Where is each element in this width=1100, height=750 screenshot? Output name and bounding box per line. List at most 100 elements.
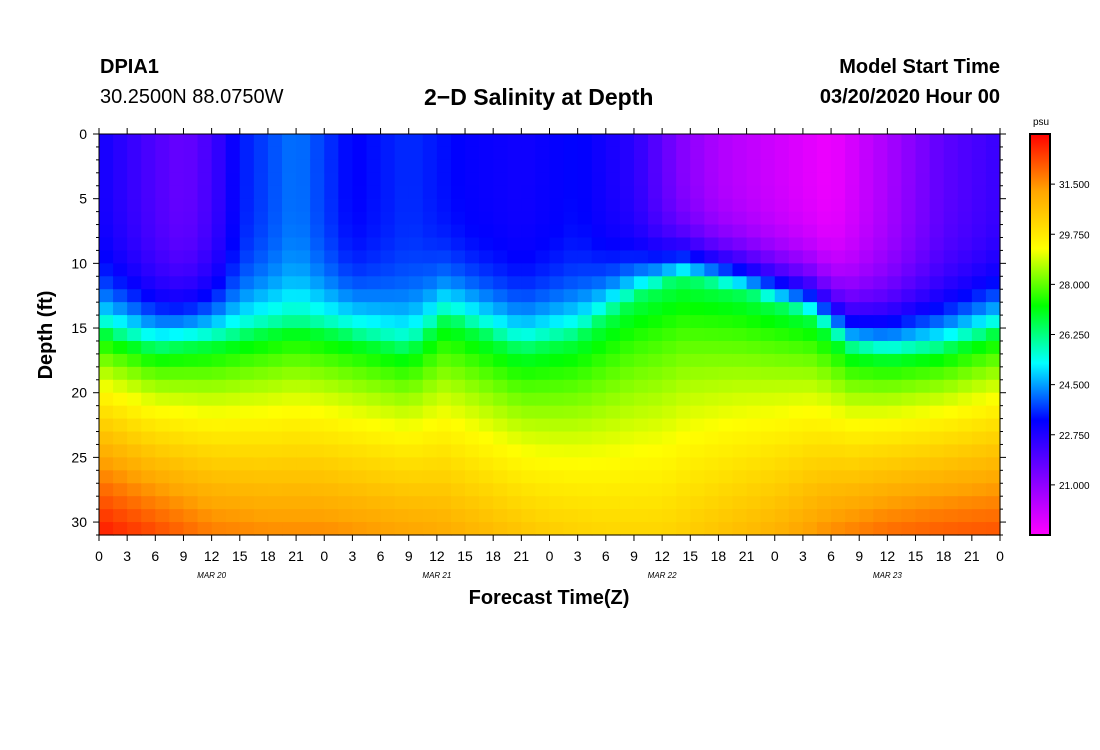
heatmap-cell (436, 224, 452, 239)
heatmap-cell (591, 134, 607, 148)
heatmap-cell (563, 134, 579, 148)
heatmap-cell (845, 237, 860, 252)
heatmap-cell (352, 172, 368, 187)
heatmap-cell (760, 353, 776, 368)
heatmap-cell (662, 366, 677, 381)
heatmap-cell (676, 185, 691, 200)
heatmap-cell (901, 289, 917, 303)
heatmap-cell (563, 198, 579, 213)
heatmap-cell (408, 340, 424, 355)
heatmap-cell (605, 224, 621, 239)
heatmap-cell (296, 379, 311, 394)
heatmap-cell (633, 263, 649, 277)
heatmap-cell (591, 250, 607, 264)
heatmap-cell (127, 315, 142, 329)
heatmap-cell (577, 328, 593, 342)
heatmap-cell (774, 470, 790, 484)
heatmap-cell (901, 302, 917, 316)
heatmap-cell (591, 509, 607, 523)
heatmap-cell (633, 302, 649, 316)
heatmap-cell (296, 185, 311, 200)
heatmap-cell (211, 250, 227, 264)
heatmap-cell (971, 353, 987, 368)
heatmap-cell (704, 483, 720, 497)
heatmap-cell (732, 431, 748, 446)
x-tick-label: 0 (771, 548, 779, 564)
heatmap-cell (352, 328, 368, 342)
heatmap-cell (493, 379, 508, 394)
heatmap-cell (282, 353, 297, 368)
heatmap-cell (99, 328, 114, 342)
heatmap-cell (155, 392, 170, 407)
heatmap-cell (633, 522, 649, 536)
heatmap-cell (450, 366, 466, 381)
heatmap-cell (380, 185, 396, 200)
heatmap-cell (521, 444, 537, 458)
heatmap-cell (127, 211, 142, 226)
heatmap-cell (915, 431, 931, 446)
heatmap-cell (563, 276, 579, 290)
heatmap-cell (521, 224, 537, 239)
heatmap-cell (577, 353, 593, 368)
heatmap-cell (155, 366, 170, 381)
colorbar-tick-label: 29.750 (1059, 230, 1090, 241)
heatmap-cell (324, 198, 339, 213)
heatmap-cell (788, 159, 804, 174)
heatmap-cell (535, 198, 551, 213)
heatmap-cell (802, 418, 818, 433)
heatmap-cell (704, 263, 720, 277)
heatmap-cell (380, 483, 396, 497)
heatmap-cell (99, 392, 114, 407)
heatmap-cell (732, 444, 748, 458)
heatmap-cell (465, 146, 480, 161)
heatmap-cell (788, 198, 804, 213)
heatmap-cell (563, 315, 579, 329)
heatmap-cell (915, 237, 931, 252)
heatmap-cell (141, 522, 156, 536)
heatmap-cell (141, 224, 156, 239)
heatmap-cell (563, 302, 579, 316)
heatmap-cell (267, 302, 283, 316)
heatmap-cell (718, 457, 734, 471)
heatmap-cell (774, 315, 790, 329)
x-tick-label: 6 (377, 548, 385, 564)
heatmap-cell (605, 159, 621, 174)
heatmap-cell (929, 134, 945, 148)
heatmap-cell (957, 237, 973, 252)
heatmap-cell (211, 159, 227, 174)
heatmap-cell (746, 483, 762, 497)
heatmap-cell (788, 457, 804, 471)
heatmap-cell (901, 353, 917, 368)
heatmap-cell (957, 457, 973, 471)
heatmap-cell (760, 159, 776, 174)
heatmap-cell (845, 328, 860, 342)
heatmap-cell (901, 237, 917, 252)
heatmap-cell (380, 509, 396, 523)
heatmap-cell (507, 328, 522, 342)
heatmap-cell (450, 185, 466, 200)
heatmap-cell (338, 444, 354, 458)
heatmap-cell (648, 353, 663, 368)
heatmap-cell (704, 185, 720, 200)
heatmap-cell (563, 496, 579, 510)
heatmap-cell (816, 340, 832, 355)
heatmap-cell (380, 172, 396, 187)
heatmap-cell (422, 224, 438, 239)
heatmap-cell (774, 289, 790, 303)
heatmap-cell (408, 483, 424, 497)
heatmap-cell (493, 211, 508, 226)
heatmap-cell (662, 185, 677, 200)
heatmap-cell (648, 457, 663, 471)
heatmap-cell (253, 340, 269, 355)
heatmap-cell (957, 328, 973, 342)
heatmap-cell (605, 470, 621, 484)
heatmap-cell (197, 379, 213, 394)
heatmap-cell (690, 366, 705, 381)
heatmap-cell (113, 379, 128, 394)
heatmap-cell (732, 224, 748, 239)
heatmap-cell (225, 250, 241, 264)
heatmap-cell (267, 211, 283, 226)
heatmap-cell (619, 340, 635, 355)
heatmap-cell (535, 276, 551, 290)
x-tick-label: 12 (654, 548, 670, 564)
